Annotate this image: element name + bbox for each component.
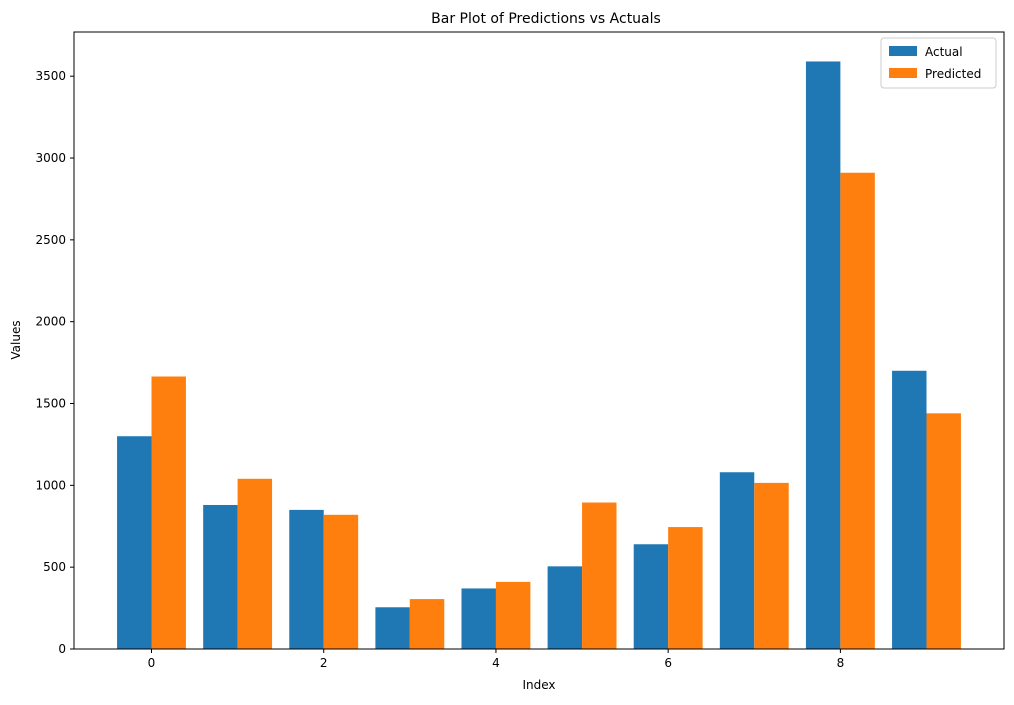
bar-actual-9 (892, 370, 927, 649)
x-axis-label: Index (522, 678, 555, 692)
x-tick-label: 2 (320, 656, 328, 670)
bar-predicted-8 (840, 172, 875, 649)
bar-predicted-9 (926, 413, 961, 649)
legend-swatch-actual (889, 46, 917, 56)
y-tick-label: 2000 (35, 315, 66, 329)
x-tick-label: 4 (492, 656, 500, 670)
bar-actual-6 (633, 544, 669, 649)
x-tick-label: 6 (664, 656, 672, 670)
bar-predicted-2 (323, 514, 359, 649)
y-tick-label: 500 (43, 560, 66, 574)
bar-predicted-5 (582, 502, 617, 649)
y-axis-label: Values (9, 320, 23, 359)
bar-predicted-7 (754, 482, 789, 649)
bar-actual-1 (203, 504, 238, 649)
bar-actual-5 (547, 566, 583, 649)
legend-label-actual: Actual (925, 45, 963, 59)
y-tick-label: 3500 (35, 69, 66, 83)
bar-actual-0 (117, 436, 152, 649)
y-tick-label: 1000 (35, 478, 66, 492)
y-tick-label: 0 (58, 642, 66, 656)
bar-predicted-3 (409, 599, 445, 649)
bar-predicted-0 (151, 376, 186, 649)
y-axis: 0 500 1000 1500 2000 2500 3000 3500 (35, 69, 74, 656)
x-tick-label: 8 (837, 656, 845, 670)
y-tick-label: 1500 (35, 397, 66, 411)
legend: Actual Predicted (880, 37, 997, 89)
bar-actual-8 (805, 61, 841, 649)
x-axis: 0 2 4 6 8 (148, 649, 845, 670)
bar-actual-4 (461, 588, 496, 649)
y-tick-label: 2500 (35, 233, 66, 247)
bars-group (117, 61, 961, 649)
legend-swatch-predicted (889, 68, 917, 78)
chart-title: Bar Plot of Predictions vs Actuals (431, 11, 661, 27)
bar-actual-2 (289, 509, 324, 649)
bar-actual-3 (375, 607, 410, 649)
y-tick-label: 3000 (35, 151, 66, 165)
legend-label-predicted: Predicted (925, 67, 981, 81)
bar-predicted-1 (237, 478, 273, 649)
bar-predicted-6 (668, 527, 703, 649)
x-tick-label: 0 (148, 656, 156, 670)
bar-actual-7 (719, 472, 755, 649)
plot-frame (73, 31, 1005, 650)
bar-predicted-4 (495, 581, 531, 649)
